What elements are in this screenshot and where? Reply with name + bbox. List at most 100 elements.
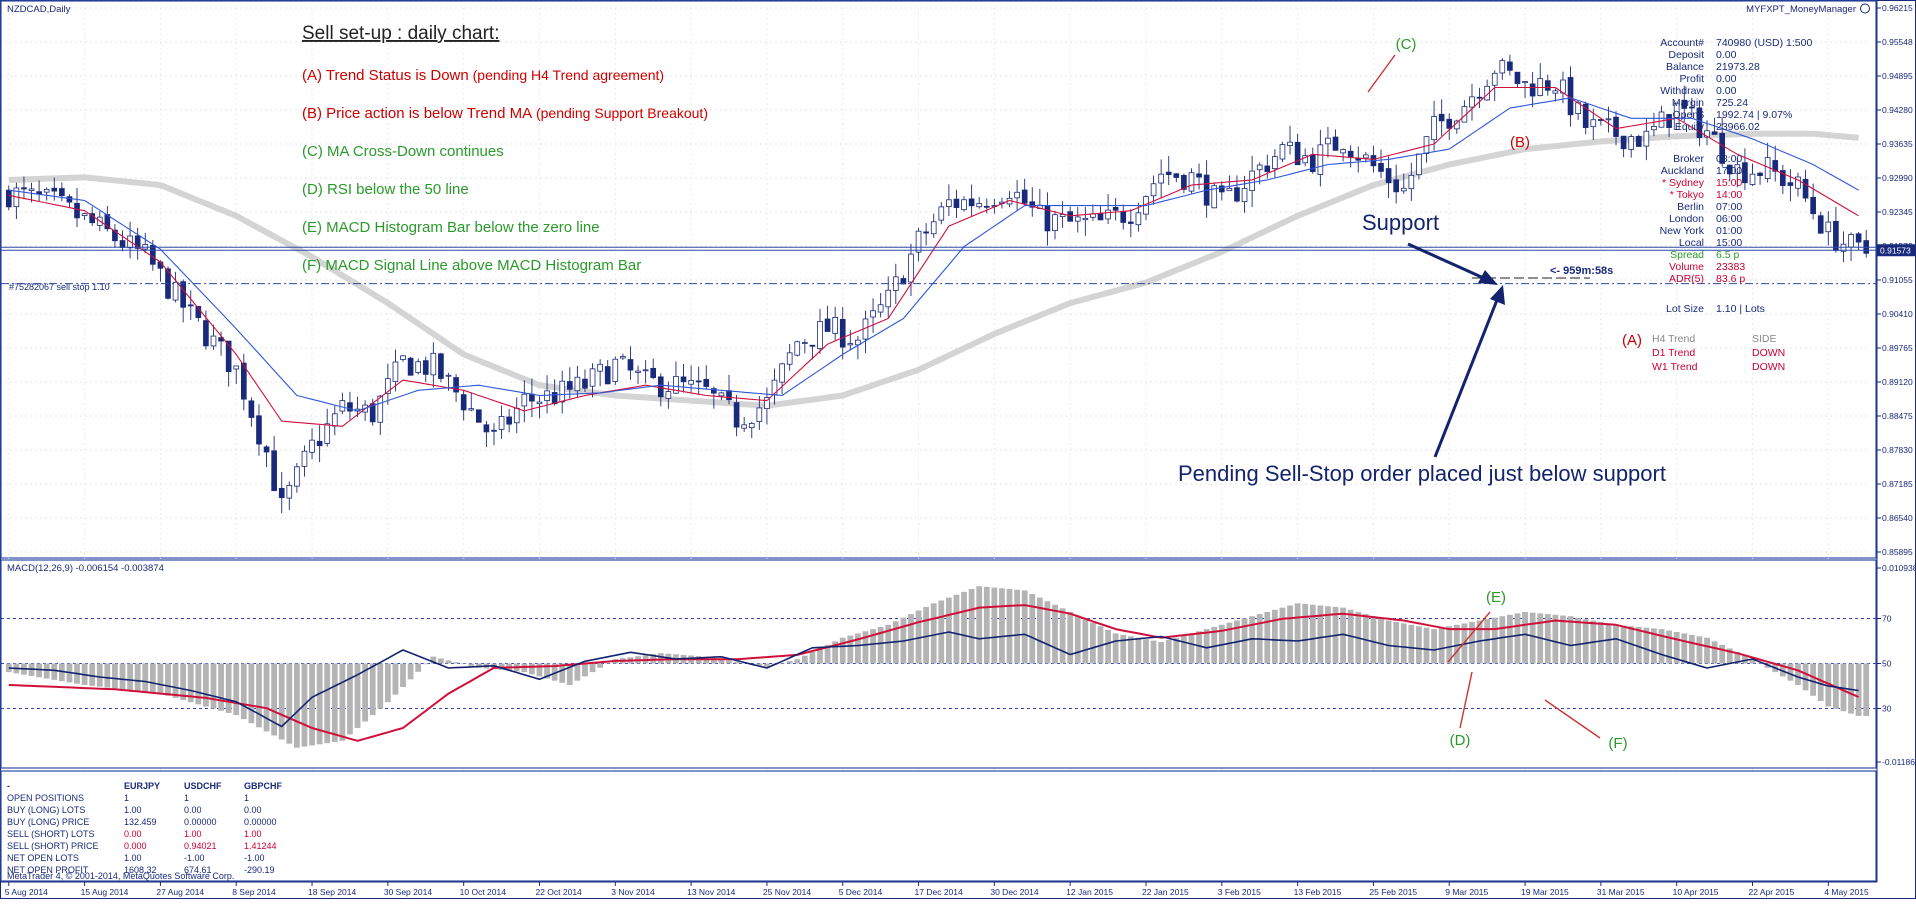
date-tick-label: 30 Dec 2014 xyxy=(990,887,1038,897)
macd-histogram-bar xyxy=(438,658,444,664)
trend-ma-path xyxy=(8,130,1859,409)
macd-histogram-bar xyxy=(1112,633,1119,664)
table-cell: 1608.32 xyxy=(124,865,157,875)
candle-body xyxy=(468,408,475,411)
macd-histogram-bar xyxy=(938,600,945,664)
candle-body xyxy=(498,416,505,430)
fast-ma-path xyxy=(8,86,1859,427)
marker-b: (B) xyxy=(1510,134,1530,151)
candle-body xyxy=(187,304,194,307)
candle-body xyxy=(908,253,914,283)
account-value: 23383 xyxy=(1716,261,1745,273)
condition-item: (A) Trend Status is Down (pending H4 Tre… xyxy=(302,67,664,84)
macd-histogram-bar xyxy=(1294,603,1301,664)
trend-key: H4 Trend xyxy=(1652,333,1695,345)
candle-body xyxy=(566,381,573,390)
condition-item: (F) MACD Signal Line above MACD Histogra… xyxy=(302,257,641,274)
candle-body xyxy=(180,281,186,308)
account-value: 21973.28 xyxy=(1716,61,1760,73)
candle-body xyxy=(506,416,512,425)
price-tick-label: 0.94895 xyxy=(1882,71,1913,81)
macd-histogram-bar xyxy=(1173,637,1180,664)
support-label: Support xyxy=(1362,210,1439,235)
candle-body xyxy=(1491,72,1498,86)
candle-body xyxy=(513,407,520,424)
table-cell: 0.00 xyxy=(244,805,262,815)
macd-histogram-bar xyxy=(726,660,732,664)
candle-body xyxy=(582,378,588,389)
macd-histogram-bar xyxy=(1787,663,1794,681)
macd-histogram-bar xyxy=(1711,641,1718,664)
candle-body xyxy=(278,487,285,498)
account-value: 01:00 xyxy=(1716,225,1742,237)
table-cell: 0.000 xyxy=(124,841,147,851)
candle-body xyxy=(309,439,315,453)
candle-body xyxy=(445,374,452,377)
candle-body xyxy=(953,198,960,208)
candle-body xyxy=(233,365,240,370)
macd-histogram-bar xyxy=(1560,615,1566,664)
macd-histogram-bar xyxy=(824,644,831,664)
macd-histogram-bar xyxy=(1249,616,1256,664)
macd-histogram-bar xyxy=(764,663,770,667)
macd-histogram-bar xyxy=(165,663,171,696)
candle-body xyxy=(1340,149,1346,154)
account-key: Deposit xyxy=(1668,49,1704,61)
candle-body xyxy=(688,380,694,385)
macd-histogram-bar xyxy=(1529,612,1536,664)
macd-histogram-bar xyxy=(756,663,763,666)
candle-body xyxy=(1749,173,1756,185)
candlesticks xyxy=(5,54,1870,514)
macd-histogram-bar xyxy=(1742,655,1748,664)
macd-tick-label: -0.011868 xyxy=(1882,757,1916,767)
macd-histogram-bar xyxy=(544,663,550,679)
account-value: 08:00 xyxy=(1716,153,1742,165)
account-value: 15:00 xyxy=(1716,237,1742,249)
condition-list: (A) Trend Status is Down (pending H4 Tre… xyxy=(302,67,708,274)
price-tick-label: 0.90410 xyxy=(1882,309,1913,319)
date-tick-label: 19 Mar 2015 xyxy=(1521,887,1569,897)
account-key: Margin xyxy=(1672,97,1704,109)
date-tick-label: 25 Feb 2015 xyxy=(1369,887,1417,897)
table-cell: 1.00 xyxy=(124,853,142,863)
candle-body xyxy=(657,376,664,398)
macd-histogram-bar xyxy=(149,663,156,693)
macd-histogram-bar xyxy=(1635,626,1642,664)
candle-body xyxy=(529,393,535,402)
candle-body xyxy=(1294,141,1301,166)
candle-body xyxy=(157,261,164,269)
macd-histogram-bar xyxy=(203,663,209,707)
candle-body xyxy=(1082,218,1089,221)
macd-histogram-bar xyxy=(1309,604,1316,664)
price-pane[interactable] xyxy=(0,0,1877,880)
candle-body xyxy=(1241,188,1248,203)
macd-histogram-bar xyxy=(1400,623,1407,664)
candle-body xyxy=(1787,182,1794,186)
candle-body xyxy=(536,401,543,405)
macd-histogram-bar xyxy=(1067,611,1074,664)
macd-histogram-bar xyxy=(1059,608,1066,664)
macd-histogram-bar xyxy=(839,637,846,664)
condition-item: (B) Price action is below Trend MA (pend… xyxy=(302,105,708,122)
candle-body xyxy=(635,370,641,373)
macd-histogram-bar xyxy=(1719,644,1726,664)
candle-body xyxy=(430,352,437,376)
order-line-label[interactable]: #75282067 sell stop 1.10 xyxy=(9,282,110,292)
macd-histogram-bar xyxy=(1499,616,1506,664)
date-axis: 5 Aug 2014 15 Aug 2014 27 Aug 2014 8 Sep 20… xyxy=(1,881,1877,897)
candle-body xyxy=(1021,189,1028,204)
macd-histogram-bar xyxy=(1802,663,1809,691)
expert-name: MYFXPT_MoneyManager xyxy=(1746,4,1856,15)
fast-ma-line xyxy=(8,86,1859,427)
table-header: - xyxy=(7,781,10,791)
macd-pane[interactable] xyxy=(0,559,1877,769)
candle-body xyxy=(764,397,770,410)
candle-body xyxy=(1317,144,1324,175)
marker-c-pointer xyxy=(1367,54,1396,93)
macd-histogram-bar xyxy=(953,594,960,664)
candle-body xyxy=(294,466,300,487)
candle-body xyxy=(263,446,270,453)
macd-histogram-bar xyxy=(1476,620,1483,664)
macd-histogram-bar xyxy=(817,648,823,664)
